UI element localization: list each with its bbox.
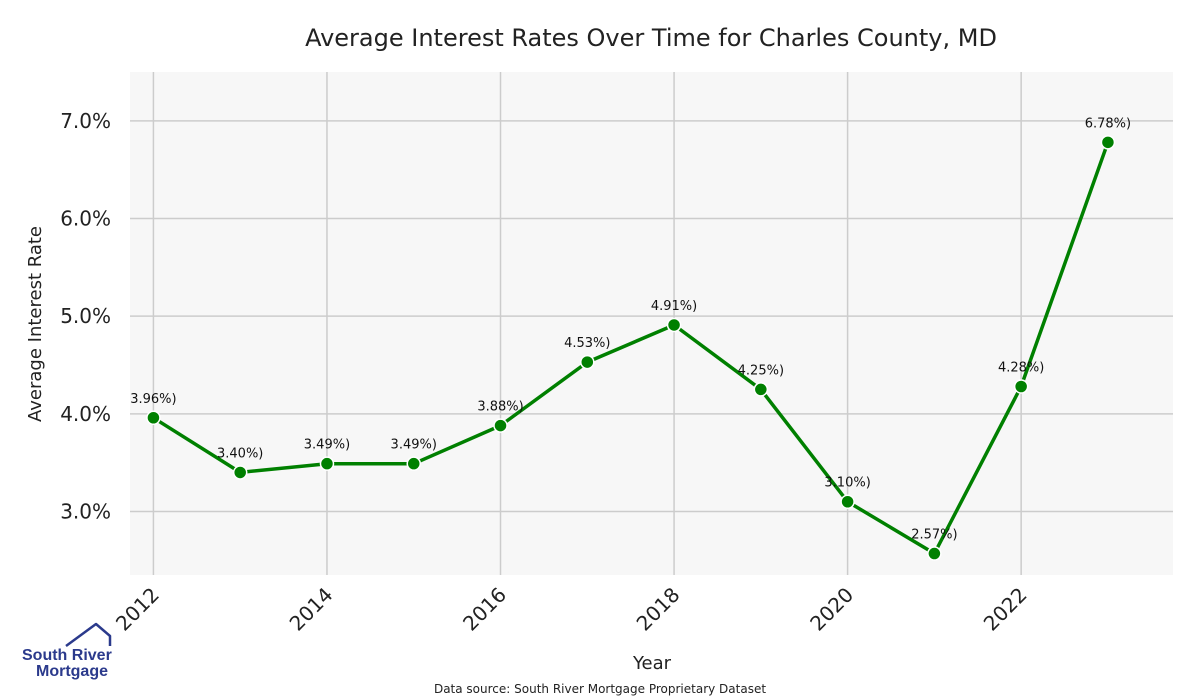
y-axis-label: Average Interest Rate: [25, 226, 46, 422]
data-point: [406, 456, 421, 471]
y-tick-label: 7.0%: [60, 109, 111, 133]
chart-title: Average Interest Rates Over Time for Cha…: [305, 24, 997, 52]
data-label: 4.28%): [998, 360, 1044, 375]
data-label: 3.10%): [824, 476, 870, 491]
data-label: 2.57%): [911, 528, 957, 543]
data-point: [1013, 379, 1029, 394]
y-tick-label: 3.0%: [60, 500, 111, 524]
data-label: 3.49%): [304, 438, 350, 453]
data-point: [146, 410, 161, 426]
plot-area: [130, 72, 1173, 575]
data-label: 3.40%): [217, 446, 263, 461]
data-point: [580, 354, 595, 370]
x-tick-label: 2018: [632, 583, 685, 636]
data-point: [493, 418, 508, 433]
data-labels: 3.96%) 3.40%) 3.49%) 3.49%) 3.88%) 4.53%) 4.91…: [130, 116, 1131, 542]
data-label: 3.88%): [477, 400, 523, 415]
data-label: 4.53%): [564, 336, 610, 351]
logo-line-2: Mortgage: [36, 663, 108, 680]
x-tick-labels: 2012 2014 2016 2018 2020 2022: [111, 583, 1032, 636]
series-line: [152, 141, 1110, 556]
data-label: 3.96%): [130, 392, 176, 407]
data-point: [319, 456, 335, 471]
data-point: [1100, 135, 1116, 150]
y-tick-label: 6.0%: [60, 207, 111, 231]
x-tick-label: 2016: [458, 583, 511, 636]
x-tick-label: 2014: [285, 583, 338, 636]
y-tick-labels: 3.0% 4.0% 5.0% 6.0% 7.0%: [60, 109, 111, 524]
company-logo: South River Mortgage: [22, 622, 112, 680]
data-points: [146, 135, 1116, 561]
data-label: 6.78%): [1085, 116, 1131, 131]
x-tick-label: 2012: [111, 583, 164, 636]
grid: [130, 72, 1173, 575]
house-roof-icon: [65, 622, 112, 648]
data-point: [753, 382, 769, 397]
data-point: [840, 494, 855, 509]
y-tick-label: 4.0%: [60, 402, 111, 426]
data-point: [232, 465, 248, 480]
data-label: 3.49%): [391, 438, 437, 453]
data-label: 4.25%): [738, 363, 784, 378]
data-source-note: Data source: South River Mortgage Propri…: [434, 682, 766, 696]
y-tick-label: 5.0%: [60, 304, 111, 328]
x-tick-label: 2022: [979, 583, 1032, 636]
data-label: 4.91%): [651, 299, 697, 314]
x-tick-label: 2020: [805, 583, 858, 636]
data-point: [666, 317, 682, 333]
data-point: [927, 546, 942, 561]
x-axis-label: Year: [632, 653, 672, 674]
logo-line-1: South River: [22, 647, 112, 664]
